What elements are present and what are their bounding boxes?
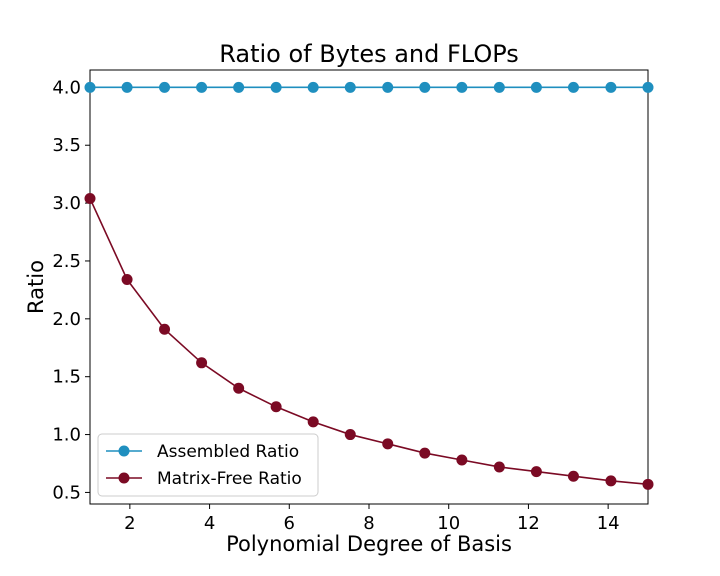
legend-label: Assembled Ratio — [157, 442, 299, 462]
data-point — [382, 81, 394, 93]
data-point — [344, 81, 356, 93]
data-point — [456, 81, 468, 93]
data-point — [84, 81, 96, 93]
data-point — [196, 357, 208, 369]
data-point — [642, 81, 654, 93]
data-point — [121, 81, 133, 93]
legend-marker — [118, 445, 130, 457]
legend: Assembled Ratio Matrix-Free Ratio — [97, 433, 319, 497]
y-tick-label: 3.5 — [52, 135, 81, 156]
data-point — [382, 438, 394, 450]
data-point — [456, 454, 468, 466]
data-point — [84, 192, 96, 204]
x-tick-label: 10 — [437, 513, 460, 534]
x-tick-label: 14 — [597, 513, 620, 534]
data-point — [307, 81, 319, 93]
data-point — [270, 81, 282, 93]
series-line-1 — [89, 198, 649, 486]
data-point — [270, 401, 282, 413]
data-point — [159, 323, 171, 335]
y-axis-label: Ratio — [24, 260, 48, 314]
data-point — [642, 478, 654, 490]
series-layer — [84, 81, 654, 490]
data-point — [233, 81, 245, 93]
y-tick-label: 2.0 — [52, 309, 81, 330]
y-tick-label: 3.0 — [52, 193, 81, 214]
data-point — [196, 81, 208, 93]
data-point — [493, 461, 505, 473]
data-point — [567, 470, 579, 482]
x-tick-label: 2 — [124, 513, 135, 534]
y-tick-label: 4.0 — [52, 77, 81, 98]
data-point — [567, 81, 579, 93]
data-point — [530, 81, 542, 93]
data-point — [233, 382, 245, 394]
data-point — [605, 81, 617, 93]
data-point — [493, 81, 505, 93]
legend-box — [97, 433, 319, 497]
x-tick-label: 8 — [363, 513, 374, 534]
data-point — [419, 447, 431, 459]
data-point — [530, 466, 542, 478]
x-tick-label: 6 — [284, 513, 295, 534]
x-tick-label: 12 — [517, 513, 540, 534]
x-axis: 2 4 6 8 10 12 14 — [124, 504, 620, 534]
chart-title: Ratio of Bytes and FLOPs — [219, 40, 519, 68]
legend-marker — [118, 472, 130, 484]
y-axis: 0.5 1.0 1.5 2.0 2.5 3.0 3.5 4.0 — [52, 77, 90, 503]
y-tick-label: 1.0 — [52, 425, 81, 446]
x-tick-label: 4 — [204, 513, 215, 534]
data-point — [307, 416, 319, 428]
data-point — [159, 81, 171, 93]
data-point — [344, 429, 356, 441]
y-tick-label: 0.5 — [52, 482, 81, 503]
y-tick-label: 1.5 — [52, 367, 81, 388]
data-point — [419, 81, 431, 93]
data-point — [121, 273, 133, 285]
legend-label: Matrix-Free Ratio — [157, 469, 302, 489]
y-tick-label: 2.5 — [52, 251, 81, 272]
x-axis-label: Polynomial Degree of Basis — [226, 532, 512, 556]
data-point — [605, 475, 617, 487]
